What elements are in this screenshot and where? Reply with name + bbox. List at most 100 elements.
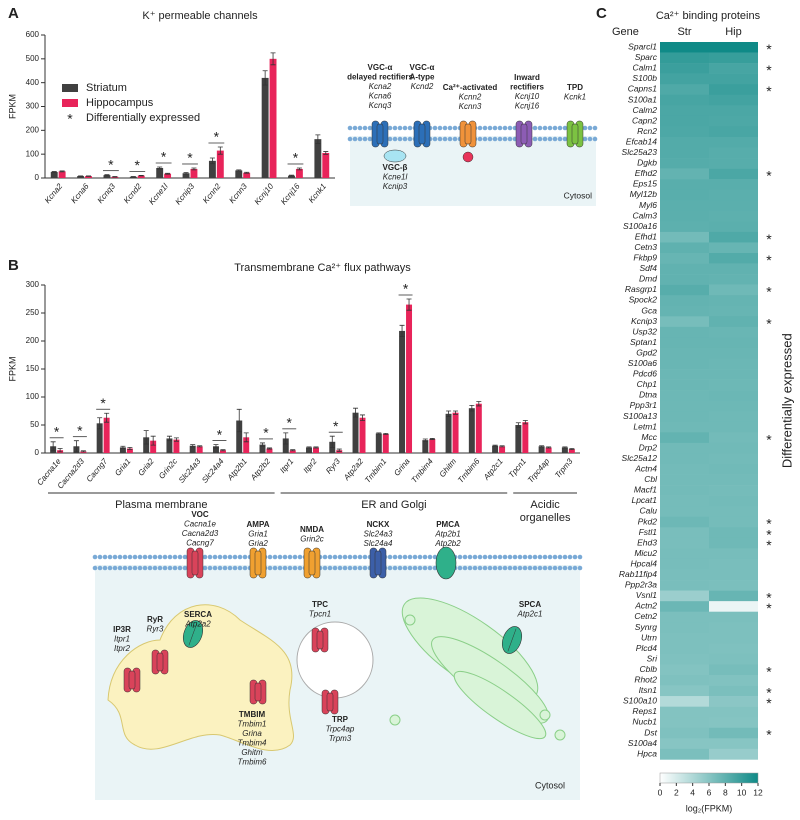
heatmap-cell [660, 295, 709, 307]
row-label: Ppp3r1 [630, 400, 658, 410]
heatmap-cell [709, 242, 758, 254]
lipid [207, 565, 213, 571]
component-title: NCKX [367, 520, 390, 529]
row-label: Slc25a23 [622, 147, 658, 157]
bar [50, 172, 58, 178]
heatmap-cell [660, 73, 709, 85]
significance-star: * [766, 83, 772, 99]
lipid [492, 136, 498, 142]
bar [452, 412, 459, 453]
error-bar [150, 435, 156, 446]
row-label: Capns1 [628, 84, 658, 94]
lipid [522, 554, 528, 560]
x-tick-label: Kcnq3 [96, 181, 118, 205]
heatmap-cell [709, 675, 758, 686]
error-bar [336, 448, 342, 452]
row-label: Dst [644, 727, 657, 737]
lipid [337, 554, 343, 560]
heatmap-cell [660, 42, 709, 53]
heatmap-cell [660, 274, 709, 285]
x-tick-label: Grina [392, 456, 412, 477]
component-gene: Ryr3 [147, 625, 164, 634]
row-label: Gca [641, 305, 657, 315]
lipid [577, 565, 583, 571]
lipid [497, 554, 503, 560]
lipid [477, 136, 483, 142]
component-gene: Grin2c [300, 535, 324, 544]
lipid [347, 554, 353, 560]
component-title: NMDA [300, 525, 324, 534]
channel-core [374, 550, 382, 576]
heatmap-cell [660, 548, 709, 560]
bar [219, 450, 226, 453]
lipid [397, 136, 403, 142]
x-tick-label: Kcnn2 [201, 181, 223, 205]
lipid [507, 565, 513, 571]
component-gene: Kcne1l [383, 173, 408, 182]
lipid [367, 125, 373, 131]
lipid [337, 565, 343, 571]
legend-star: * [67, 111, 73, 127]
lipid [492, 565, 498, 571]
row-label: Hpcal4 [631, 558, 658, 568]
legend-swatch [62, 84, 78, 92]
error-bar [59, 170, 65, 173]
error-bar [236, 408, 242, 433]
heatmap-cell [709, 632, 758, 644]
row-label: Pdcd6 [633, 369, 657, 379]
significance-star: * [217, 426, 223, 442]
channel-core [254, 550, 262, 576]
component-gene: Cacna2d3 [182, 529, 219, 538]
lipid [517, 565, 523, 571]
colorbar-tick-label: 12 [753, 787, 763, 797]
panel-letter: B [8, 257, 19, 274]
lipid [127, 565, 133, 571]
heatmap-cell [709, 590, 758, 602]
row-label: Nucb1 [632, 717, 657, 727]
channel-core [418, 123, 426, 145]
column-label: Str [677, 26, 691, 38]
lipid [217, 565, 223, 571]
lipid [547, 125, 553, 131]
cytosol [350, 136, 596, 206]
lipid [277, 565, 283, 571]
significance-star: * [333, 418, 339, 434]
lipid [512, 554, 518, 560]
component-title: VGC-α [410, 63, 435, 72]
heatmap-cell [709, 189, 758, 201]
lipid [282, 554, 288, 560]
lipid [202, 565, 208, 571]
colorbar-tick-label: 6 [707, 787, 712, 797]
lipid [297, 554, 303, 560]
row-label: Actn2 [634, 601, 657, 611]
legend-swatch [62, 99, 78, 107]
component-gene: Kcnn3 [459, 102, 482, 111]
heatmap-cell [660, 527, 709, 539]
row-label: Vsnl1 [636, 590, 658, 600]
error-bar [262, 70, 268, 86]
component-gene: Kcna2 [369, 82, 392, 91]
heatmap-cell [660, 442, 709, 454]
significance-star: * [766, 252, 772, 268]
lipid [537, 125, 543, 131]
lipid [487, 554, 493, 560]
row-label: Sdf4 [640, 263, 658, 273]
heatmap-cell [660, 263, 709, 275]
lipid [552, 554, 558, 560]
error-bar [515, 422, 521, 428]
lipid [417, 554, 423, 560]
lipid [272, 554, 278, 560]
bar [143, 437, 150, 453]
row-label: Calm1 [632, 63, 657, 73]
error-bar [376, 432, 382, 435]
heatmap-cell [709, 390, 758, 401]
error-bar [73, 440, 79, 453]
error-bar [383, 433, 389, 435]
lipid [577, 554, 583, 560]
component-gene: Itpr1 [114, 635, 130, 644]
lipid [422, 565, 428, 571]
heatmap-cell [660, 432, 709, 444]
calmodulin [462, 151, 474, 163]
pump-line [188, 622, 198, 646]
